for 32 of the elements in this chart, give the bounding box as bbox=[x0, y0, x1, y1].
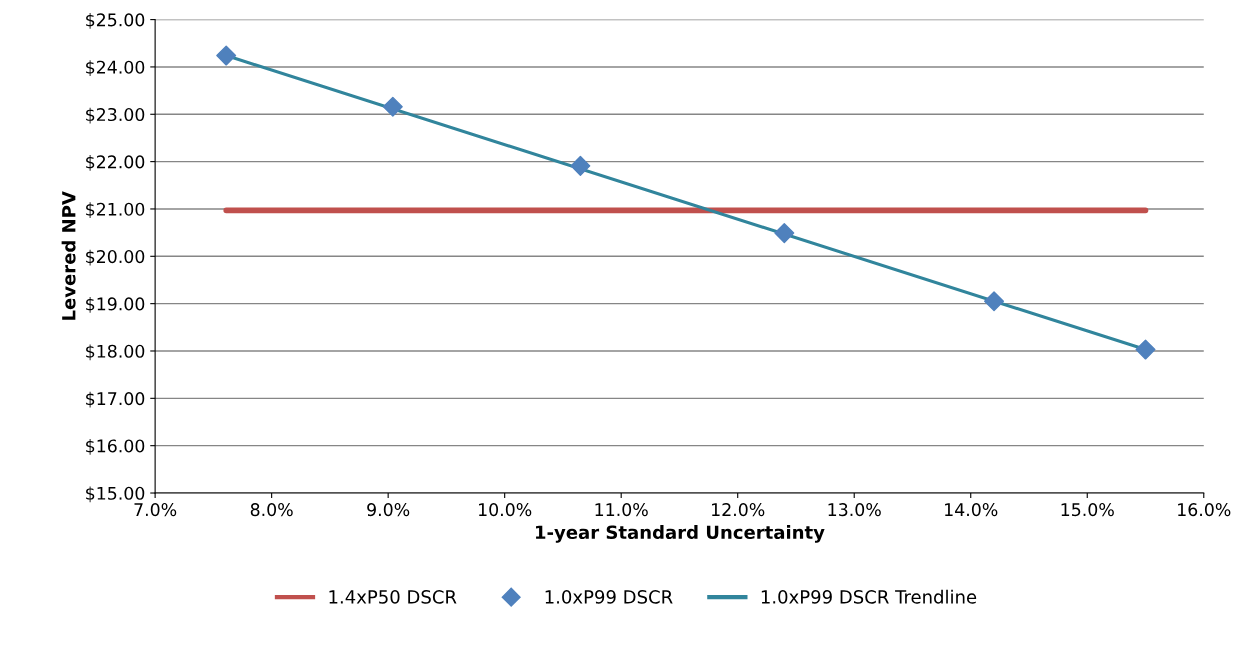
y-axis-title: Levered NPV bbox=[61, 191, 76, 320]
legend-label: 1.0xP99 DSCR Trendline bbox=[761, 589, 977, 604]
legend-label: 1.4xP50 DSCR bbox=[329, 590, 457, 604]
x-tick-label: 7.0% bbox=[134, 503, 177, 517]
point bbox=[570, 155, 591, 176]
x-tick-label: 16.0% bbox=[1178, 503, 1231, 517]
y-tick-label: $16.00 bbox=[86, 439, 145, 455]
point bbox=[216, 45, 237, 66]
y-tick-label: $18.00 bbox=[86, 344, 145, 361]
point bbox=[382, 96, 403, 117]
y-tick-label: $21.00 bbox=[86, 202, 145, 219]
x-tick-label: 11.0% bbox=[595, 503, 648, 517]
legend-label: 1.0xP99 DSCR bbox=[545, 590, 673, 604]
point bbox=[774, 223, 795, 244]
y-tick-label: $23.00 bbox=[86, 107, 145, 124]
y-tick-label: $20.00 bbox=[86, 249, 145, 266]
y-tick-label: $15.00 bbox=[86, 486, 145, 503]
y-tick-label: $19.00 bbox=[86, 297, 145, 313]
y-tick-label: $25.00 bbox=[86, 12, 145, 29]
x-tick-label: 8.0% bbox=[250, 503, 293, 517]
x-tick-label: 13.0% bbox=[828, 503, 881, 517]
y-tick-label: $24.00 bbox=[86, 60, 145, 77]
x-axis-title: 1-year Standard Uncertainty bbox=[536, 525, 825, 543]
y-tick-label: $17.00 bbox=[86, 391, 145, 408]
x-tick-label: 15.0% bbox=[1061, 503, 1114, 517]
x-tick-label: 14.0% bbox=[945, 503, 998, 517]
x-tick-label: 10.0% bbox=[479, 503, 532, 517]
point bbox=[984, 291, 1005, 312]
y-tick-label: $22.00 bbox=[86, 155, 145, 171]
x-tick-label: 9.0% bbox=[367, 503, 410, 517]
x-tick-label: 12.0% bbox=[712, 503, 765, 517]
point bbox=[1135, 339, 1156, 360]
